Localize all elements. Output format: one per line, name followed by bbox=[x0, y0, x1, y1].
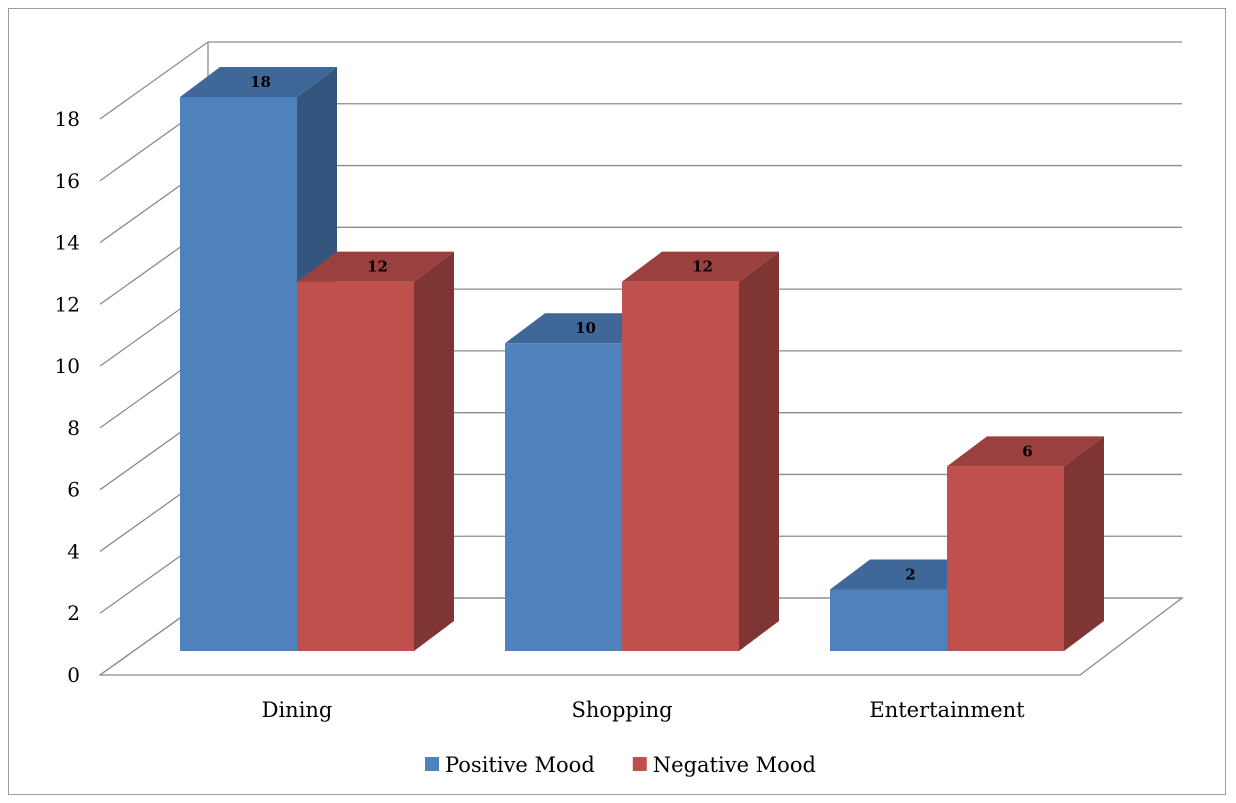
data-label: 12 bbox=[367, 258, 388, 276]
legend-swatch-1 bbox=[632, 757, 647, 771]
y-tick-label: 18 bbox=[55, 107, 80, 131]
y-tick-label: 8 bbox=[67, 416, 80, 440]
bar-negative-mood-dining bbox=[297, 281, 414, 651]
y-tick-label: 10 bbox=[55, 354, 80, 378]
y-tick-label: 14 bbox=[55, 231, 80, 255]
data-label: 6 bbox=[1022, 442, 1032, 460]
x-tick-label: Entertainment bbox=[869, 698, 1025, 722]
legend-swatch-0 bbox=[425, 757, 439, 771]
bar-positive-mood-entertainment bbox=[830, 589, 947, 651]
data-label: 18 bbox=[250, 73, 271, 91]
bar-negative-mood-entertainment-top bbox=[947, 436, 1104, 467]
bar-negative-mood-entertainment bbox=[947, 466, 1064, 651]
y-tick-label: 6 bbox=[67, 478, 80, 502]
chart-labels: 0 2 4 6 8 10 12 14 16 18 18 12 Dining 10 12 Shopping 2 6 E… bbox=[55, 73, 1033, 722]
data-label: 10 bbox=[575, 319, 596, 337]
bar-positive-mood-shopping bbox=[505, 343, 622, 651]
bar-negative-mood-entertainment-side bbox=[1064, 436, 1104, 651]
y-tick-label: 12 bbox=[55, 292, 80, 316]
data-label: 2 bbox=[905, 565, 915, 583]
bar-negative-mood-dining-side bbox=[414, 251, 454, 651]
bar-negative-mood-dining-top bbox=[297, 251, 454, 282]
chart-legend: Positive Mood Negative Mood bbox=[425, 753, 816, 777]
chart-floor bbox=[97, 597, 1184, 676]
y-tick-label: 4 bbox=[67, 539, 80, 563]
x-tick-label: Dining bbox=[262, 698, 333, 722]
x-tick-label: Shopping bbox=[571, 698, 672, 722]
legend-entry: Positive Mood bbox=[445, 753, 595, 777]
y-tick-label: 2 bbox=[67, 601, 80, 625]
y-tick-label: 0 bbox=[67, 663, 80, 687]
bar-positive-mood-dining bbox=[180, 97, 297, 651]
bar-negative-mood-shopping-side bbox=[739, 251, 779, 651]
bar-negative-mood-shopping-top bbox=[622, 251, 779, 282]
bar-negative-mood-shopping bbox=[622, 281, 739, 651]
side-wall-line-18 bbox=[99, 41, 209, 120]
chart-bars bbox=[180, 67, 1104, 651]
bar-positive-mood-dining-top bbox=[180, 67, 337, 97]
data-label: 12 bbox=[692, 258, 713, 276]
legend-entry: Negative Mood bbox=[653, 753, 816, 777]
y-tick-label: 16 bbox=[55, 169, 80, 193]
